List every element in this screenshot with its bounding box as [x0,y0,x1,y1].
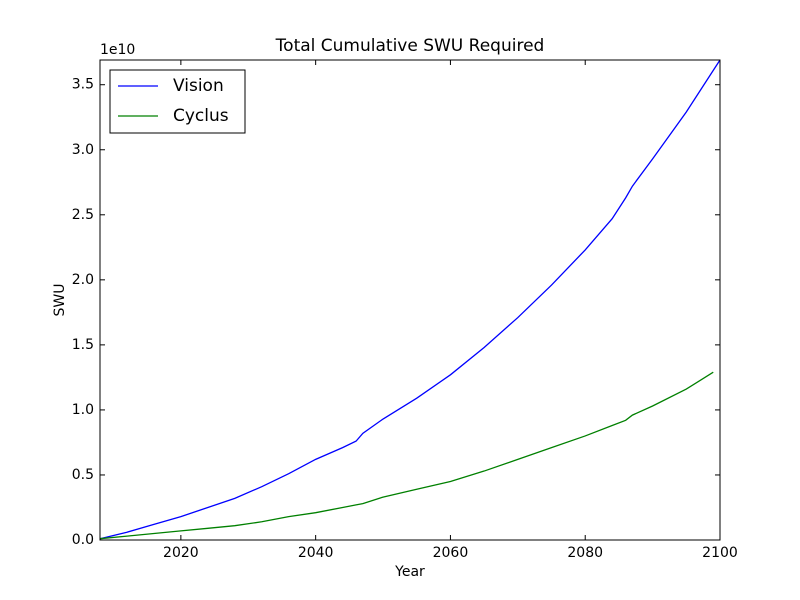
x-tick-label: 2020 [163,545,199,561]
series-line [99,59,721,540]
y-offset-label: 1e10 [100,42,135,58]
y-tick-label: 0.0 [72,532,94,548]
x-axis-label: Year [394,564,425,580]
series-line [99,371,714,540]
legend-box [109,69,246,134]
chart-title: Total Cumulative SWU Required [275,36,545,56]
x-tick-label: 2100 [702,545,738,561]
y-tick-label: 3.0 [72,142,94,158]
y-tick-label: 3.5 [72,77,94,93]
y-tick-label: 2.5 [72,207,94,223]
x-tick-label: 2040 [298,545,334,561]
y-tick-label: 0.5 [72,467,94,483]
y-tick-label: 1.5 [72,337,94,353]
plot-frame [99,59,721,541]
y-tick-label: 1.0 [72,402,94,418]
legend-label: Cyclus [173,106,229,126]
x-tick-label: 2060 [433,545,469,561]
y-tick-label: 2.0 [72,272,94,288]
legend-label: Vision [173,76,224,96]
x-tick-label: 2080 [567,545,603,561]
y-axis-label: SWU [52,284,68,317]
